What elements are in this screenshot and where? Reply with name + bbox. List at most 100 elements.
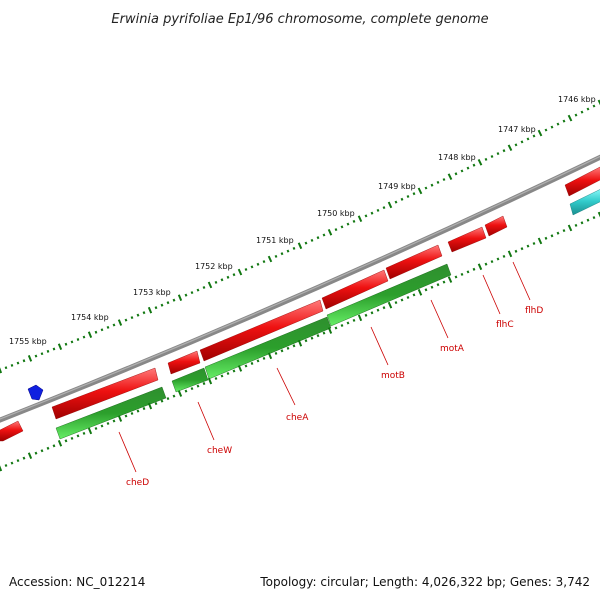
scale-major-tick xyxy=(387,201,393,209)
scale-major-tick xyxy=(0,465,3,472)
scale-minor-tick xyxy=(514,143,518,147)
scale-minor-tick xyxy=(256,262,260,266)
inner-scale xyxy=(0,211,600,472)
scale-minor-tick xyxy=(142,407,146,411)
scale-minor-tick xyxy=(64,439,68,443)
scale-minor-tick xyxy=(496,257,500,261)
scale-minor-tick xyxy=(262,356,266,360)
gene-label-ched: cheD xyxy=(126,478,149,488)
reverse-gene xyxy=(171,367,209,393)
scale-major-tick xyxy=(477,263,483,271)
gene-label-motb: motB xyxy=(381,371,405,381)
scale-major-tick xyxy=(417,187,423,195)
scale-major-tick xyxy=(417,288,423,296)
scale-minor-tick xyxy=(592,104,596,108)
scale-minor-tick xyxy=(160,303,164,307)
scale-minor-tick xyxy=(574,113,578,117)
scale-minor-tick xyxy=(442,178,446,182)
scale-minor-tick xyxy=(412,192,416,196)
scale-minor-tick xyxy=(574,223,578,227)
chromosome-backbone xyxy=(0,154,600,423)
scale-major-tick xyxy=(507,144,513,152)
scale-minor-tick xyxy=(556,122,560,126)
scale-minor-tick xyxy=(112,419,116,423)
scale-major-tick xyxy=(267,352,273,360)
reverse-gene xyxy=(55,386,167,440)
scale-minor-tick xyxy=(304,339,308,343)
scale-minor-tick xyxy=(334,228,338,232)
forward-gene xyxy=(51,367,159,420)
scale-minor-tick xyxy=(94,426,98,431)
scale-minor-tick xyxy=(196,288,200,292)
scale-minor-tick xyxy=(466,270,470,274)
scale-minor-tick xyxy=(352,318,356,322)
scale-minor-tick xyxy=(22,456,26,460)
scale-minor-tick xyxy=(340,323,344,328)
accession-text: Accession: NC_012214 xyxy=(9,575,145,589)
scale-minor-tick xyxy=(496,152,500,156)
scale-minor-tick xyxy=(502,254,506,258)
scale-minor-tick xyxy=(430,183,434,187)
kbp-labels: 1746 kbp 1747 kbp 1748 kbp 1749 kbp 1750… xyxy=(9,95,596,346)
scale-major-tick xyxy=(117,415,123,422)
scale-major-tick xyxy=(327,228,333,236)
scale-major-tick xyxy=(147,306,153,314)
scale-major-tick xyxy=(177,294,183,301)
scale-major-tick xyxy=(567,114,573,122)
scale-minor-tick xyxy=(550,234,554,238)
scale-minor-tick xyxy=(430,285,434,289)
scale-major-tick xyxy=(147,402,153,410)
scale-minor-tick xyxy=(226,275,230,279)
scale-major-tick xyxy=(207,377,213,385)
scale-minor-tick xyxy=(100,424,104,428)
scale-minor-tick xyxy=(460,169,464,173)
scale-minor-tick xyxy=(406,194,410,199)
scale-major-tick xyxy=(357,314,363,322)
scale-major-tick xyxy=(237,365,243,372)
kbp-label-1755: 1755 kbp xyxy=(9,337,47,346)
scale-minor-tick xyxy=(184,389,188,393)
scale-minor-tick xyxy=(196,384,200,388)
scale-minor-tick xyxy=(46,349,50,353)
scale-minor-tick xyxy=(460,272,464,276)
scale-minor-tick xyxy=(340,225,344,229)
topology-text: Topology: circular; Length: 4,026,322 bp… xyxy=(259,575,590,589)
scale-minor-tick xyxy=(40,449,44,453)
scale-minor-tick xyxy=(202,285,206,290)
scale-minor-tick xyxy=(274,254,278,258)
scale-major-tick xyxy=(207,281,213,289)
rna-feature xyxy=(569,189,600,216)
scale-minor-tick xyxy=(250,265,254,269)
reverse-strand-genes xyxy=(55,263,452,440)
forward-gene xyxy=(321,269,389,310)
scale-minor-tick xyxy=(40,352,44,356)
scale-minor-tick xyxy=(34,354,38,358)
scale-minor-tick xyxy=(316,236,320,240)
scale-minor-tick xyxy=(172,394,176,398)
scale-minor-tick xyxy=(472,267,476,271)
scale-major-tick xyxy=(87,427,93,435)
scale-minor-tick xyxy=(16,459,20,463)
scale-minor-tick xyxy=(4,463,8,468)
scale-minor-tick xyxy=(454,275,458,279)
scale-minor-tick xyxy=(352,219,356,223)
scale-minor-tick xyxy=(190,291,194,295)
scale-minor-tick xyxy=(472,163,476,167)
scale-minor-tick xyxy=(154,402,158,406)
scale-minor-tick xyxy=(346,321,350,325)
forward-gene xyxy=(0,420,24,442)
scale-minor-tick xyxy=(484,262,488,266)
scale-minor-tick xyxy=(520,140,524,144)
scale-minor-tick xyxy=(532,241,536,246)
gene-label-mota: motA xyxy=(440,344,465,354)
scale-minor-tick xyxy=(400,197,404,201)
gene-label-flhd: flhD xyxy=(525,306,543,316)
scale-minor-tick xyxy=(256,359,260,363)
scale-minor-tick xyxy=(184,293,188,297)
scale-minor-tick xyxy=(124,318,128,322)
gene-leader-lines xyxy=(118,261,531,473)
scale-minor-tick xyxy=(370,311,374,315)
scale-minor-tick xyxy=(52,347,56,351)
scale-minor-tick xyxy=(532,134,536,138)
